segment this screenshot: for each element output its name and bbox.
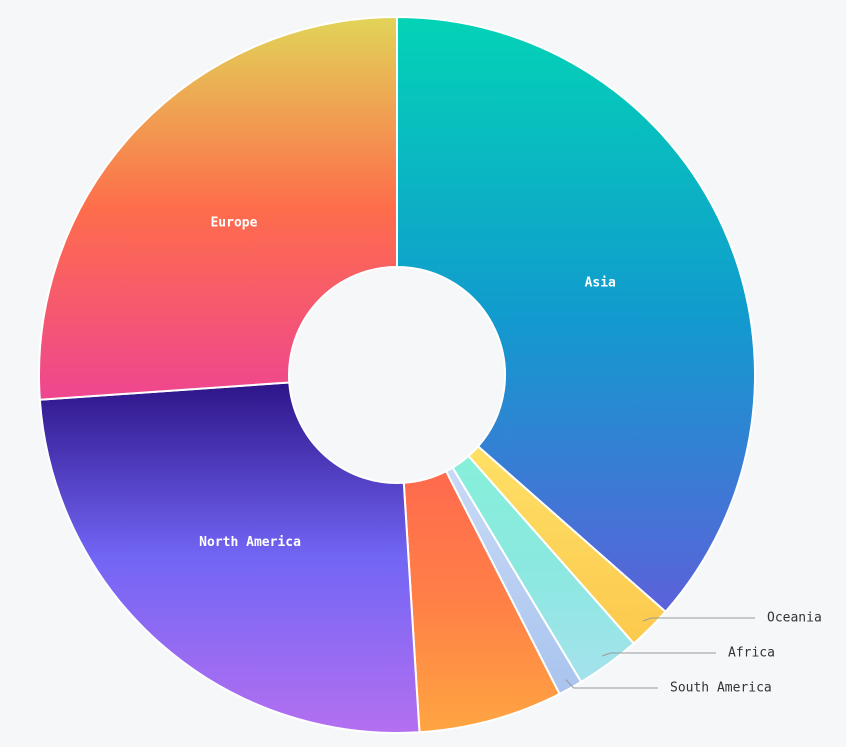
slice-label-south-america: South America [670, 681, 772, 696]
slices [38, 15, 756, 734]
leader-line-south-america [565, 679, 658, 689]
labels: Asia Oceania Africa South America North Amer… [199, 215, 822, 695]
leader-line-africa [602, 652, 716, 657]
slice-label-asia: Asia [585, 276, 616, 291]
slice-north-america[interactable] [38, 381, 421, 734]
slice-label-north-america: North America [199, 535, 301, 550]
slice-label-africa: Africa [728, 646, 775, 661]
leader-line-oceania [642, 617, 755, 622]
slice-label-oceania: Oceania [767, 611, 822, 626]
slice-europe[interactable] [38, 15, 398, 401]
slice-label-europe: Europe [210, 215, 257, 230]
slice-asia[interactable] [396, 15, 756, 614]
